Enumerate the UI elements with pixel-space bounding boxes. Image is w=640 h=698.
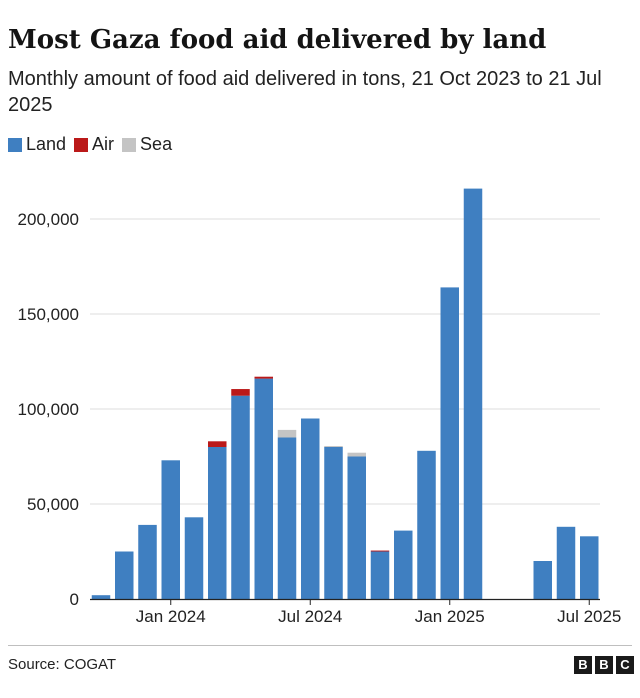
bar-land bbox=[394, 530, 413, 599]
bar-land bbox=[370, 551, 390, 599]
x-tick-label: Jan 2025 bbox=[415, 607, 485, 626]
chart-title: Most Gaza food aid delivered by land bbox=[8, 25, 547, 55]
y-tick-label: 150,000 bbox=[18, 305, 79, 324]
bar-air bbox=[254, 376, 273, 379]
bbc-logo-letter: B bbox=[574, 656, 592, 674]
y-tick-label: 200,000 bbox=[18, 210, 79, 229]
bar-land bbox=[580, 536, 599, 599]
legend: Land Air Sea bbox=[8, 134, 180, 155]
bar-air bbox=[231, 389, 250, 396]
legend-swatch-air bbox=[74, 137, 89, 152]
bar-land bbox=[138, 524, 157, 599]
bar-chart: 0 50,000 100,000 150,000 200,000 Jan 2024 Jul … bbox=[18, 188, 621, 626]
x-tick-label: Jan 2024 bbox=[136, 607, 206, 626]
bar-land bbox=[161, 460, 180, 599]
legend-item-air: Air bbox=[74, 134, 114, 155]
bar-land bbox=[277, 437, 297, 599]
x-tick-label: Jul 2024 bbox=[278, 607, 342, 626]
bar-land bbox=[91, 595, 111, 599]
bar-land bbox=[324, 447, 343, 599]
legend-label-sea: Sea bbox=[140, 134, 173, 154]
bar-air bbox=[370, 550, 390, 552]
bar-land bbox=[347, 456, 366, 599]
x-tick-label: Jul 2025 bbox=[557, 607, 621, 626]
bar-land bbox=[231, 395, 250, 599]
legend-item-land: Land bbox=[8, 134, 66, 155]
y-tick-label: 50,000 bbox=[27, 495, 79, 514]
bar-land bbox=[184, 517, 204, 599]
bar-sea bbox=[277, 429, 297, 438]
bar-land bbox=[254, 378, 273, 599]
bar-land bbox=[533, 561, 552, 599]
legend-swatch-land bbox=[8, 137, 22, 152]
bbc-logo-letter: C bbox=[616, 656, 634, 674]
legend-swatch-sea bbox=[122, 137, 137, 152]
bar-land bbox=[417, 450, 436, 599]
source-note: Source: COGAT bbox=[8, 656, 117, 673]
legend-label-air: Air bbox=[92, 134, 115, 154]
bbc-logo-letter: B bbox=[595, 656, 613, 674]
bar-land bbox=[556, 526, 576, 599]
bbc-logo: B B C bbox=[571, 656, 634, 674]
bar-land bbox=[208, 447, 227, 599]
bar-land bbox=[463, 188, 483, 599]
bar-land bbox=[440, 287, 459, 599]
bar-land bbox=[301, 418, 320, 599]
bar-land bbox=[115, 551, 134, 599]
bar-air bbox=[208, 441, 227, 447]
bar-sea bbox=[347, 452, 366, 457]
y-tick-label: 100,000 bbox=[18, 400, 79, 419]
bar-sea bbox=[324, 446, 343, 447]
legend-item-sea: Sea bbox=[122, 134, 172, 155]
chart-subtitle: Monthly amount of food aid delivered in … bbox=[8, 68, 602, 116]
footer-divider bbox=[8, 645, 632, 646]
legend-label-land: Land bbox=[26, 134, 67, 154]
y-tick-label: 0 bbox=[70, 590, 79, 609]
